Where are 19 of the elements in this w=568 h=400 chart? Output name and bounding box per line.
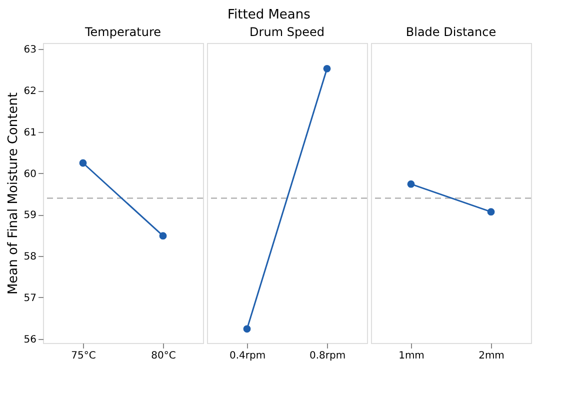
x-tick-label: 80°C: [151, 350, 176, 362]
y-tick-label: 60: [24, 168, 36, 180]
x-tick-label: 0.4rpm: [229, 350, 266, 362]
y-tick-label: 61: [24, 127, 36, 138]
chart-title: Drum Speed: [250, 25, 324, 39]
chart-title: Blade Distance: [406, 25, 496, 39]
y-tick-label: 62: [24, 86, 36, 98]
y-tick-label: 56: [24, 334, 36, 346]
y-axis-title: Mean of Final Moisture Content: [6, 92, 21, 295]
y-tick-label: 59: [24, 210, 36, 222]
x-tick-label: 2mm: [478, 350, 504, 362]
text: Fitted Means: [227, 8, 311, 22]
x-tick-label: 1mm: [398, 350, 424, 362]
x-tick-label: 0.8rpm: [309, 350, 346, 362]
y-tick-label: 58: [24, 252, 36, 263]
y-tick-label: 63: [24, 44, 36, 56]
chart-title: Temperature: [84, 25, 162, 39]
y-tick-label: 57: [24, 292, 36, 304]
x-tick-label: 75°C: [71, 350, 96, 362]
